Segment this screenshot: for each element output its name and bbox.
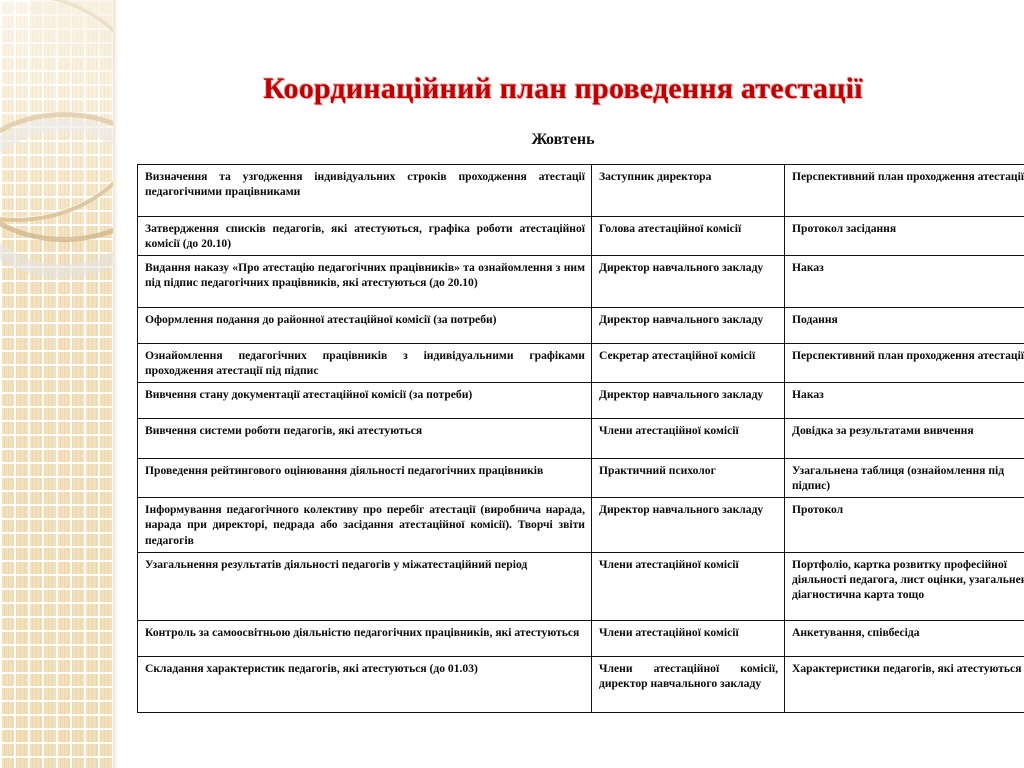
cell-responsible: Директор навчального закладу xyxy=(591,382,785,420)
table-row: Визначення та узгодження індивідуальних … xyxy=(137,164,1024,217)
cell-result: Анкетування, співбесіда xyxy=(784,619,1024,657)
table-row: Проведення рейтингового оцінювання діяль… xyxy=(137,458,1024,499)
cell-responsible: Директор навчального закладу xyxy=(591,255,785,309)
cell-result-text: Довідка за результатами вивчення xyxy=(792,424,974,438)
cell-task-text: Затвердження списків педагогів, які атес… xyxy=(145,222,585,251)
cell-responsible: Члени атестаційної комісії, директор нав… xyxy=(591,655,785,713)
cell-responsible-text: Члени атестаційної комісії, директор нав… xyxy=(599,661,778,690)
table-row: Видання наказу «Про атестацію педагогічн… xyxy=(137,255,1024,309)
cell-task: Інформування педагогічного колективу про… xyxy=(137,497,592,553)
cell-responsible-text: Голова атестаційної комісії xyxy=(599,222,742,235)
subtitle-month: Жовтень xyxy=(531,131,595,148)
cell-task-text: Інформування педагогічного колективу про… xyxy=(145,503,585,547)
cell-responsible-text: Директор навчального закладу xyxy=(599,503,764,517)
cell-responsible: Голова атестаційної комісії xyxy=(591,215,785,257)
coordination-plan-table: Визначення та узгодження індивідуальних … xyxy=(137,164,1024,713)
cell-responsible-text: Директор навчального закладу xyxy=(599,313,764,327)
cell-task: Вивчення системи роботи педагогів, які а… xyxy=(137,418,592,460)
cell-task: Оформлення подання до районної атестацій… xyxy=(137,307,592,345)
cell-task: Складання характеристик педагогів, які а… xyxy=(137,655,592,713)
cell-result: Характеристики педагогів, які атестуютьс… xyxy=(784,655,1024,713)
cell-responsible: Члени атестаційної комісії xyxy=(591,551,785,621)
cell-task: Ознайомлення педагогічних працівників з … xyxy=(137,343,592,384)
cell-task-text: Ознайомлення педагогічних працівників з … xyxy=(145,349,585,378)
decorative-ring-large xyxy=(0,0,113,222)
cell-responsible: Члени атестаційної комісії xyxy=(591,418,785,460)
decorative-wedge xyxy=(30,0,113,120)
page-title: Координаційний план проведення атестації xyxy=(263,72,863,105)
cell-task: Затвердження списків педагогів, які атес… xyxy=(137,215,592,257)
slide-content: Координаційний план проведення атестації… xyxy=(118,0,1024,768)
table-row: Вивчення стану документації атестаційної… xyxy=(137,382,1024,420)
cell-responsible: Заступник директора xyxy=(591,164,785,217)
cell-responsible-text: Члени атестаційної комісії xyxy=(599,557,739,571)
cell-result: Портфоліо, картка розвитку професійної д… xyxy=(784,551,1024,621)
table-row: Складання характеристик педагогів, які а… xyxy=(137,655,1024,713)
table-row: Узагальнення результатів діяльності педа… xyxy=(137,551,1024,621)
cell-task-text: Вивчення стану документації атестаційної… xyxy=(145,388,473,402)
cell-responsible-text: Директор навчального закладу xyxy=(599,388,764,402)
cell-result: Наказ xyxy=(784,382,1024,420)
decorative-ring-soft xyxy=(0,118,113,278)
cell-task-text: Узагальнення результатів діяльності педа… xyxy=(145,557,528,571)
cell-result-text: Наказ xyxy=(792,261,824,275)
cell-responsible-text: Директор навчального закладу xyxy=(599,261,764,275)
cell-result: Перспективний план проходження атестації xyxy=(784,343,1024,384)
cell-task-text: Оформлення подання до районної атестацій… xyxy=(145,313,497,327)
cell-responsible: Члени атестаційної комісії xyxy=(591,619,785,657)
cell-result: Довідка за результатами вивчення xyxy=(784,418,1024,460)
decorative-side-band xyxy=(0,0,113,768)
cell-result-text: Анкетування, співбесіда xyxy=(792,625,920,639)
cell-result-text: Протокол засідання xyxy=(792,222,897,235)
table-row: Інформування педагогічного колективу про… xyxy=(137,497,1024,553)
cell-task: Визначення та узгодження індивідуальних … xyxy=(137,164,592,217)
decorative-band-edge xyxy=(113,0,118,768)
cell-result: Протокол xyxy=(784,497,1024,553)
cell-responsible: Практичний психолог xyxy=(591,458,785,499)
cell-result-text: Подання xyxy=(792,313,838,327)
cell-responsible: Директор навчального закладу xyxy=(591,307,785,345)
cell-responsible-text: Члени атестаційної комісії xyxy=(599,424,739,438)
cell-responsible: Секретар атестаційної комісії xyxy=(591,343,785,384)
cell-responsible-text: Секретар атестаційної комісії xyxy=(599,349,756,363)
cell-result-text: Протокол xyxy=(792,503,844,517)
cell-task: Видання наказу «Про атестацію педагогічн… xyxy=(137,255,592,309)
cell-task-text: Контроль за самоосвітньою діяльністю пед… xyxy=(145,625,580,639)
cell-task-text: Видання наказу «Про атестацію педагогічн… xyxy=(145,261,585,290)
cell-task-text: Визначення та узгодження індивідуальних … xyxy=(145,170,585,199)
cell-result-text: Перспективний план проходження атестації xyxy=(792,349,1024,363)
cell-result-text: Перспективний план проходження атестації xyxy=(792,170,1024,183)
cell-task: Узагальнення результатів діяльності педа… xyxy=(137,551,592,621)
cell-result: Наказ xyxy=(784,255,1024,309)
cell-task: Вивчення стану документації атестаційної… xyxy=(137,382,592,420)
cell-task: Проведення рейтингового оцінювання діяль… xyxy=(137,458,592,499)
cell-result: Узагальнена таблиця (ознайомлення під пі… xyxy=(784,458,1024,499)
cell-task: Контроль за самоосвітньою діяльністю пед… xyxy=(137,619,592,657)
table-row: Затвердження списків педагогів, які атес… xyxy=(137,215,1024,257)
decorative-fade xyxy=(0,0,113,250)
table-row: Вивчення системи роботи педагогів, які а… xyxy=(137,418,1024,460)
cell-responsible-text: Члени атестаційної комісії xyxy=(599,625,739,639)
cell-result-text: Узагальнена таблиця (ознайомлення під пі… xyxy=(792,464,1005,493)
cell-task-text: Проведення рейтингового оцінювання діяль… xyxy=(145,464,544,478)
cell-task-text: Складання характеристик педагогів, які а… xyxy=(145,661,478,675)
cell-result: Протокол засідання xyxy=(784,215,1024,257)
cell-result-text: Портфоліо, картка розвитку професійної д… xyxy=(792,557,1024,601)
cell-result: Подання xyxy=(784,307,1024,345)
table-body: Визначення та узгодження індивідуальних … xyxy=(137,164,1024,713)
table-row: Контроль за самоосвітньою діяльністю пед… xyxy=(137,619,1024,657)
cell-result-text: Наказ xyxy=(792,388,824,402)
cell-responsible-text: Заступник директора xyxy=(599,170,712,183)
cell-task-text: Вивчення системи роботи педагогів, які а… xyxy=(145,424,423,438)
cell-result-text: Характеристики педагогів, які атестуютьс… xyxy=(792,661,1022,675)
decorative-ring-medium xyxy=(0,112,113,242)
cell-result: Перспективний план проходження атестації xyxy=(784,164,1024,217)
cell-responsible: Директор навчального закладу xyxy=(591,497,785,553)
cell-responsible-text: Практичний психолог xyxy=(599,464,716,478)
table-row: Ознайомлення педагогічних працівників з … xyxy=(137,343,1024,384)
table-row: Оформлення подання до районної атестацій… xyxy=(137,307,1024,345)
